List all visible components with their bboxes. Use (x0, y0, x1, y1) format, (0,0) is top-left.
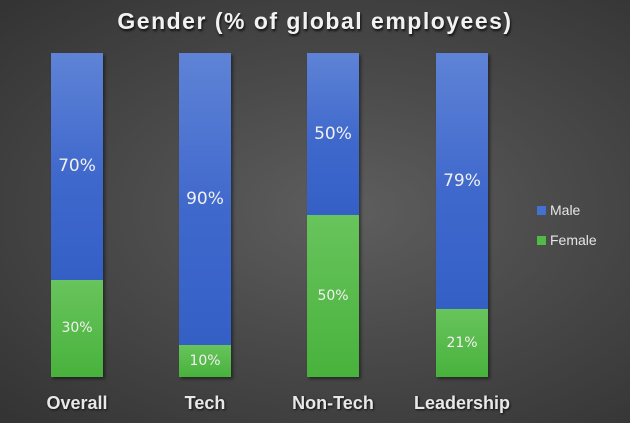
value-label: 30% (61, 320, 93, 337)
legend-item-male: Male (537, 195, 597, 225)
bar-leadership: 79% 21% (436, 53, 488, 377)
value-label: 10% (189, 352, 221, 369)
bar-non-tech: 50% 50% (307, 53, 359, 377)
segment-male: 79% (436, 53, 488, 309)
value-label: 21% (446, 334, 478, 351)
legend-item-female: Female (537, 225, 597, 255)
legend: Male Female (537, 195, 597, 255)
bar-tech: 90% 10% (179, 53, 231, 377)
segment-female: 21% (436, 308, 488, 377)
x-tick-label: Non-Tech (292, 393, 374, 413)
value-label: 90% (186, 188, 224, 209)
legend-label: Male (550, 202, 581, 218)
value-label: 50% (317, 288, 349, 304)
legend-swatch-female-icon (537, 235, 546, 245)
legend-label: Female (550, 232, 597, 248)
x-tick-label: Leadership (413, 393, 511, 413)
value-label: 70% (58, 156, 96, 177)
segment-male: 90% (179, 53, 231, 345)
chart-title: Gender (% of global employees) (117, 8, 513, 34)
x-tick-label: Overall (46, 393, 108, 413)
segment-female: 50% (307, 215, 359, 377)
segment-female: 30% (51, 279, 103, 377)
bar-overall: 70% 30% (51, 53, 103, 377)
value-label: 79% (443, 170, 481, 191)
segment-male: 50% (307, 53, 359, 215)
value-label: 50% (314, 124, 352, 144)
segment-female: 10% (179, 344, 231, 377)
plot-area: 70% 30% 90% 10% 50% 50% 79% 21% (0, 53, 630, 377)
x-tick-label: Tech (184, 393, 226, 413)
segment-male: 70% (51, 53, 103, 280)
legend-swatch-male-icon (537, 205, 546, 215)
